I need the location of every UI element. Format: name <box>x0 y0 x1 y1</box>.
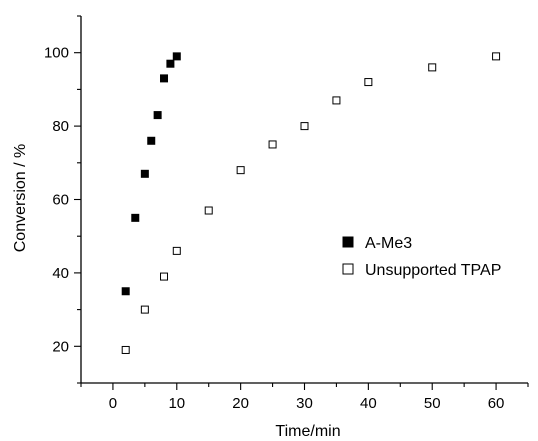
data-points <box>121 52 501 354</box>
legend-marker-unsupported-tpap <box>342 263 354 275</box>
y-tick-label: 20 <box>52 338 69 355</box>
a-me3-point <box>147 136 156 145</box>
x-axis-title: Time/min <box>275 423 340 440</box>
unsupported-tpap-point <box>140 305 149 314</box>
a-me3-point <box>166 59 175 68</box>
unsupported-tpap-point <box>204 206 213 215</box>
legend-label-unsupported-tpap: Unsupported TPAP <box>365 262 501 279</box>
legend: A-Me3 Unsupported TPAP <box>342 235 501 279</box>
x-tick-label: 40 <box>360 395 377 412</box>
x-tick-label: 10 <box>168 395 185 412</box>
a-me3-point <box>140 169 149 178</box>
a-me3-point <box>160 74 169 83</box>
x-tick-label: 0 <box>109 395 117 412</box>
x-tick-label: 30 <box>296 395 313 412</box>
x-tick-label: 60 <box>488 395 505 412</box>
y-axis-title: Conversion / % <box>12 144 29 253</box>
a-me3-point <box>121 287 130 296</box>
unsupported-tpap-point <box>172 246 181 255</box>
axes: 0 10 20 30 40 50 60 20 40 60 80 100 <box>44 15 529 412</box>
a-me3-point <box>153 111 162 120</box>
unsupported-tpap-point <box>121 345 130 354</box>
a-me3-point <box>131 213 140 222</box>
unsupported-tpap-point <box>332 96 341 105</box>
x-tick-label: 50 <box>424 395 441 412</box>
legend-label-a-me3: A-Me3 <box>365 235 412 252</box>
unsupported-tpap-point <box>428 63 437 72</box>
y-tick-label: 80 <box>52 118 69 135</box>
y-tick-label: 40 <box>52 265 69 282</box>
unsupported-tpap-point <box>364 78 373 87</box>
x-tick-label: 20 <box>232 395 249 412</box>
unsupported-tpap-point <box>268 140 277 149</box>
y-tick-label: 60 <box>52 192 69 209</box>
unsupported-tpap-point <box>300 122 309 131</box>
legend-marker-a-me3 <box>342 236 354 248</box>
unsupported-tpap-point <box>160 272 169 281</box>
unsupported-tpap-point <box>236 166 245 175</box>
unsupported-tpap-point <box>492 52 501 61</box>
y-tick-label: 100 <box>44 45 69 62</box>
a-me3-point <box>172 52 181 61</box>
